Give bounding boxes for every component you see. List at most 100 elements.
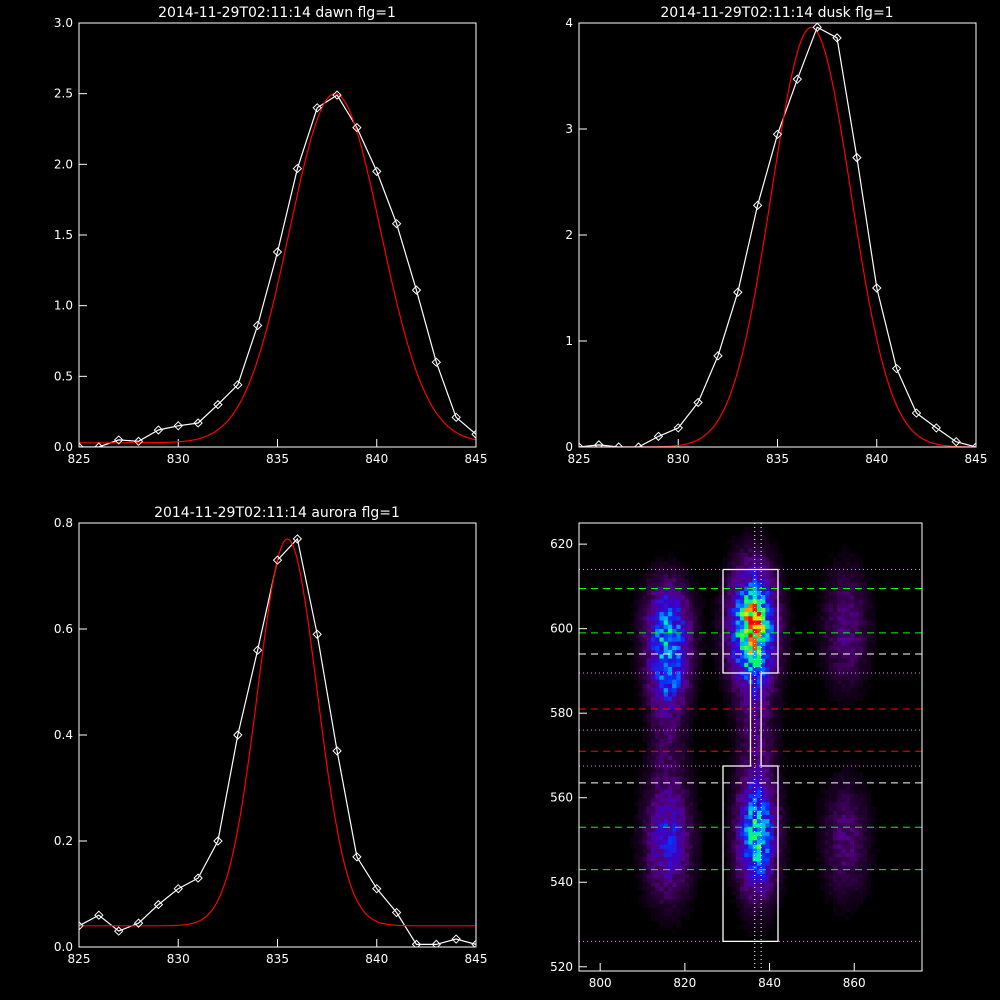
heatmap-cell bbox=[739, 599, 745, 604]
heatmap-cell bbox=[824, 839, 830, 845]
heatmap-cell bbox=[778, 700, 783, 706]
heatmap-cell bbox=[761, 666, 766, 672]
heatmap-cell bbox=[845, 548, 851, 553]
heatmap-cell bbox=[820, 662, 825, 667]
heatmap-cell bbox=[752, 755, 758, 760]
heatmap-cell bbox=[748, 903, 753, 908]
heatmap-cell bbox=[735, 818, 741, 824]
heatmap-cell bbox=[663, 641, 669, 646]
heatmap-cell bbox=[735, 861, 741, 866]
heatmap-cell bbox=[735, 831, 741, 837]
heatmap-cell bbox=[706, 654, 711, 659]
heatmap-cell bbox=[672, 620, 677, 625]
heatmap-cell bbox=[663, 675, 669, 680]
heatmap-cell bbox=[765, 544, 770, 549]
heatmap-cell bbox=[706, 632, 711, 638]
heatmap-cell bbox=[727, 831, 732, 837]
data-point-marker bbox=[94, 910, 104, 920]
heatmap-cell bbox=[850, 692, 855, 697]
heatmap-cell bbox=[744, 924, 749, 930]
heatmap-cell bbox=[782, 818, 787, 824]
heatmap-cell bbox=[837, 590, 842, 596]
heatmap-cell bbox=[854, 814, 859, 820]
heatmap-cell bbox=[773, 890, 779, 896]
heatmap-cell bbox=[650, 654, 656, 659]
heatmap-cell bbox=[642, 700, 648, 706]
heatmap-cell bbox=[756, 632, 762, 638]
heatmap-cell bbox=[689, 582, 694, 587]
heatmap-cell bbox=[824, 835, 830, 841]
heatmap-cell bbox=[833, 692, 838, 697]
heatmap-cell bbox=[667, 717, 673, 722]
heatmap-cell bbox=[833, 806, 838, 811]
heatmap-cell bbox=[765, 730, 770, 735]
heatmap-cell bbox=[739, 831, 745, 837]
heatmap-cell bbox=[841, 873, 847, 879]
heatmap-cell bbox=[735, 683, 741, 689]
heatmap-cell bbox=[684, 865, 690, 870]
heatmap-cell bbox=[727, 662, 732, 667]
heatmap-cell bbox=[646, 776, 652, 782]
heatmap-cell bbox=[697, 852, 703, 858]
heatmap-cell bbox=[778, 552, 783, 558]
heatmap-cell bbox=[727, 700, 732, 706]
heatmap-cell bbox=[672, 607, 677, 613]
heatmap-cell bbox=[778, 755, 783, 760]
heatmap-cell bbox=[727, 561, 732, 566]
heatmap-cell bbox=[756, 531, 762, 536]
heatmap-cell bbox=[756, 907, 762, 913]
heatmap-cell bbox=[642, 751, 648, 756]
heatmap-cell bbox=[638, 869, 643, 875]
heatmap-cell bbox=[756, 932, 762, 938]
heatmap-cell bbox=[837, 882, 842, 887]
heatmap-cell bbox=[727, 814, 732, 820]
heatmap-cell bbox=[663, 679, 669, 684]
heatmap-cell bbox=[761, 823, 766, 828]
heatmap-cell bbox=[854, 907, 859, 913]
heatmap-cell bbox=[672, 916, 677, 921]
heatmap-cell bbox=[655, 831, 660, 837]
heatmap-cell bbox=[748, 789, 753, 794]
heatmap-cell bbox=[672, 641, 677, 646]
x-tick-label: 845 bbox=[465, 952, 488, 966]
heatmap-cell bbox=[744, 886, 749, 891]
heatmap-cell bbox=[761, 544, 766, 549]
heatmap-cell bbox=[837, 666, 842, 672]
heatmap-cell bbox=[850, 675, 855, 680]
heatmap-cell bbox=[693, 582, 698, 587]
heatmap-cell bbox=[773, 624, 779, 629]
heatmap-cell bbox=[837, 848, 842, 853]
heatmap-cell bbox=[744, 810, 749, 815]
x-tick-label: 830 bbox=[667, 452, 690, 466]
heatmap-cell bbox=[778, 890, 783, 896]
heatmap-cell bbox=[866, 835, 872, 841]
heatmap-cell bbox=[706, 649, 711, 655]
data-point-marker bbox=[193, 418, 203, 428]
heatmap-cell bbox=[858, 801, 864, 807]
heatmap-cell bbox=[816, 827, 821, 832]
heatmap-cell bbox=[866, 675, 872, 680]
heatmap-cell bbox=[833, 793, 838, 799]
heatmap-cell bbox=[629, 666, 635, 672]
heatmap-cell bbox=[739, 742, 745, 748]
heatmap-cell bbox=[735, 801, 741, 807]
heatmap-cell bbox=[663, 844, 669, 849]
heatmap-cell bbox=[833, 861, 838, 866]
heatmap-cell bbox=[727, 801, 732, 807]
heatmap-cell bbox=[790, 624, 796, 629]
heatmap-cell bbox=[845, 827, 851, 832]
heatmap-cell bbox=[727, 721, 732, 727]
heatmap-cell bbox=[650, 624, 656, 629]
data-point-marker bbox=[372, 166, 382, 177]
heatmap-cell bbox=[659, 886, 664, 891]
heatmap-cell bbox=[866, 810, 872, 815]
heatmap-cell bbox=[676, 894, 681, 900]
heatmap-cell bbox=[858, 852, 864, 858]
heatmap-cell bbox=[841, 797, 847, 803]
heatmap-cell bbox=[778, 873, 783, 879]
heatmap-cell bbox=[684, 818, 690, 824]
heatmap-cell bbox=[744, 679, 749, 684]
heatmap-cell bbox=[828, 831, 834, 837]
heatmap-cell bbox=[689, 624, 694, 629]
heatmap-cell bbox=[845, 869, 851, 875]
